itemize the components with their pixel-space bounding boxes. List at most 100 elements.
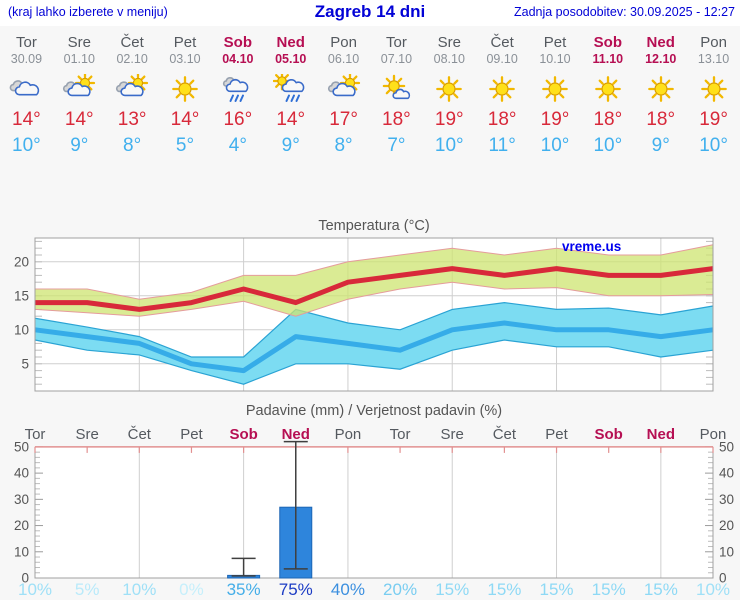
day-column[interactable]: Sob 04.10 16° 4° [211,34,264,159]
day-label: Čet [128,426,152,443]
day-date: 12.10 [645,52,677,66]
day-column[interactable]: Sre 01.10 14° 9° [53,34,106,159]
chart-title: Temperatura (°C) [318,218,429,234]
day-label: Čet [493,426,517,443]
day-label: Pon [335,426,362,443]
day-column[interactable]: Ned 12.10 18° 9° [634,34,687,159]
cloudy-icon [8,74,44,104]
probability-label: 5% [75,580,100,599]
temp-min: 8° [123,135,142,156]
precip-whisker [231,557,256,577]
forecast-strip: Tor 30.09 14° 10° Sre 01.10 14° 9° Čet 02.10 13° 8°… [0,28,740,159]
day-name: Pon [700,34,727,51]
temp-max: 19° [699,109,728,130]
temp-max: 18° [382,109,411,130]
day-label: Tor [390,426,411,443]
menu-hint: (kraj lahko izberete v meniju) [8,5,168,19]
probability-label: 0% [179,580,204,599]
day-label: Ned [647,426,675,443]
day-name: Čet [120,34,144,51]
temp-max: 19° [434,109,464,130]
day-column[interactable]: Pon 06.10 17° 8° [317,34,370,159]
page-title: Zagreb 14 dni [314,2,426,21]
y-axis-label: 0 [719,571,727,586]
day-name: Sob [593,34,623,51]
y-axis-label: 10 [14,544,29,559]
y-axis-label: 15 [14,288,29,303]
day-column[interactable]: Sre 08.10 19° 10° [423,34,476,159]
temp-max: 13° [117,109,147,130]
y-axis-label: 5 [21,356,29,371]
day-name: Ned [276,34,305,51]
temp-min: 8° [334,135,353,156]
day-name: Sre [67,34,91,51]
day-column[interactable]: Čet 09.10 18° 11° [476,34,529,159]
header: (kraj lahko izberete v meniju) Zagreb 14… [0,0,740,26]
rain-icon [220,74,256,102]
day-name: Pet [543,34,567,51]
day-column[interactable]: Ned 05.10 14° 9° [264,34,317,159]
day-name: Tor [16,34,37,51]
day-label: Sre [75,426,98,443]
temp-min: 10° [12,135,41,156]
temp-min: 10° [540,135,570,156]
temp-min: 9° [651,135,670,156]
sunny-icon [172,76,198,102]
day-column[interactable]: Tor 07.10 18° 7° [370,34,423,159]
probability-label: 15% [487,580,521,599]
day-label: Sob [595,426,623,443]
temp-min: 9° [281,135,300,156]
y-axis-label: 30 [14,492,29,507]
probability-label: 20% [383,580,417,599]
sun-rain-icon [272,74,309,102]
day-column[interactable]: Pet 03.10 14° 5° [159,34,212,159]
day-column[interactable]: Pet 10.10 19° 10° [529,34,582,159]
partly-cloudy-icon [61,74,96,104]
day-date: 01.10 [63,52,95,66]
y-axis-label: 50 [14,439,29,454]
day-date: 03.10 [169,52,201,66]
temp-max: 17° [329,109,358,130]
day-column[interactable]: Pon 13.10 19° 10° [687,34,740,159]
day-date: 02.10 [116,52,148,66]
probability-label: 15% [435,580,469,599]
y-axis-label: 30 [719,492,734,507]
day-column[interactable]: Tor 30.09 14° 10° [0,34,53,159]
temp-min: 4° [228,135,247,156]
day-label: Tor [25,426,46,443]
watermark: vreme.us [562,239,621,254]
day-label: Sre [441,426,464,443]
temp-max: 18° [487,109,517,130]
partly-cloudy-icon [114,74,149,104]
y-axis-label: 20 [14,518,29,533]
sunny-icon [594,76,621,102]
y-axis-label: 20 [719,518,734,533]
day-date: 07.10 [380,52,413,66]
temp-max: 19° [540,109,570,130]
sunny-icon [700,76,727,102]
y-axis-label: 0 [21,571,29,586]
temperature-chart: 5 10 15 20 Temperatura (°C) vreme.us [14,218,714,392]
y-axis-label: 20 [14,254,29,269]
temp-min-line [34,320,714,374]
day-date: 05.10 [275,52,307,66]
y-axis-label: 40 [719,466,734,481]
day-date: 13.10 [697,52,730,66]
day-name: Sob [223,34,253,51]
precip-whisker [283,440,308,570]
chart-title: Padavine (mm) / Verjetnost padavin (%) [246,403,502,419]
temp-max: 14° [170,109,200,130]
temp-max: 14° [276,109,306,130]
day-label: Pon [700,426,727,443]
day-date: 04.10 [222,52,254,66]
y-axis-label: 10 [719,544,734,559]
day-name: Čet [490,34,514,51]
temp-min: 10° [593,135,623,156]
probability-label: 15% [644,580,678,599]
day-column[interactable]: Sob 11.10 18° 10° [581,34,634,159]
day-column[interactable]: Čet 02.10 13° 8° [106,34,159,159]
temp-max: 14° [12,109,41,130]
temp-max-line [35,266,714,312]
day-name: Tor [386,34,407,51]
